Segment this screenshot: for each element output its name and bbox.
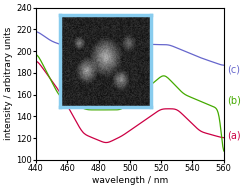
Text: (a): (a) [227, 131, 241, 141]
Text: (b): (b) [227, 95, 241, 105]
X-axis label: wavelength / nm: wavelength / nm [92, 176, 168, 185]
Y-axis label: intensity / arbitrary units: intensity / arbitrary units [4, 27, 13, 140]
Text: (c): (c) [227, 65, 240, 75]
